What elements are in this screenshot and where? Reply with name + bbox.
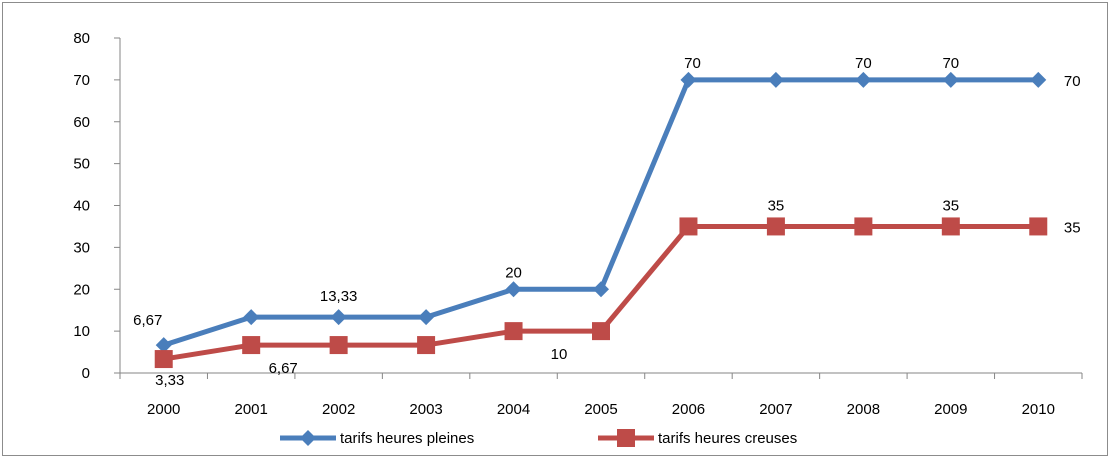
marker-heures-creuses — [242, 336, 260, 354]
marker-heures-creuses — [1029, 217, 1047, 235]
legend-marker-heures-creuses — [617, 429, 635, 447]
y-tick-label: 60 — [73, 114, 90, 131]
marker-heures-creuses — [854, 217, 872, 235]
marker-heures-creuses — [155, 350, 173, 368]
x-tick-label: 2005 — [584, 401, 617, 418]
x-tick-label: 2000 — [147, 401, 180, 418]
data-label: 13,33 — [320, 288, 358, 305]
marker-heures-creuses — [942, 217, 960, 235]
data-label: 6,67 — [269, 360, 298, 377]
series-line-heures-pleines — [164, 80, 1039, 345]
marker-heures-pleines — [593, 281, 609, 297]
legend-label: tarifs heures creuses — [658, 430, 797, 447]
data-label: 6,67 — [133, 312, 162, 329]
marker-heures-creuses — [767, 217, 785, 235]
x-tick-label: 2004 — [497, 401, 530, 418]
y-tick-label: 10 — [73, 323, 90, 340]
data-label: 10 — [551, 346, 568, 363]
y-tick-label: 30 — [73, 239, 90, 256]
data-label: 35 — [942, 197, 959, 214]
data-label: 35 — [768, 197, 785, 214]
x-tick-label: 2002 — [322, 401, 355, 418]
legend-marker-heures-pleines — [300, 430, 316, 446]
marker-heures-pleines — [943, 72, 959, 88]
data-label: 35 — [1064, 219, 1081, 236]
marker-heures-creuses — [417, 336, 435, 354]
marker-heures-pleines — [1030, 72, 1046, 88]
marker-heures-pleines — [243, 309, 259, 325]
x-tick-label: 2007 — [759, 401, 792, 418]
marker-heures-pleines — [418, 309, 434, 325]
marker-heures-creuses — [679, 217, 697, 235]
marker-heures-creuses — [592, 322, 610, 340]
y-tick-label: 20 — [73, 281, 90, 298]
x-tick-label: 2003 — [409, 401, 442, 418]
marker-heures-pleines — [331, 309, 347, 325]
data-label: 70 — [684, 55, 701, 72]
marker-heures-creuses — [330, 336, 348, 354]
y-tick-label: 80 — [73, 30, 90, 47]
marker-heures-creuses — [505, 322, 523, 340]
data-label: 70 — [942, 55, 959, 72]
x-tick-label: 2001 — [234, 401, 267, 418]
data-label: 70 — [855, 55, 872, 72]
y-tick-label: 0 — [82, 365, 90, 382]
marker-heures-pleines — [855, 72, 871, 88]
x-tick-label: 2008 — [847, 401, 880, 418]
x-tick-label: 2010 — [1022, 401, 1055, 418]
data-label: 70 — [1064, 73, 1081, 90]
y-tick-label: 40 — [73, 198, 90, 215]
marker-heures-pleines — [680, 72, 696, 88]
legend-label: tarifs heures pleines — [340, 430, 474, 447]
data-label: 20 — [505, 264, 522, 281]
x-tick-label: 2009 — [934, 401, 967, 418]
x-tick-label: 2006 — [672, 401, 705, 418]
y-tick-label: 70 — [73, 72, 90, 89]
marker-heures-pleines — [506, 281, 522, 297]
marker-heures-pleines — [768, 72, 784, 88]
y-tick-label: 50 — [73, 156, 90, 173]
data-label: 3,33 — [155, 372, 184, 389]
